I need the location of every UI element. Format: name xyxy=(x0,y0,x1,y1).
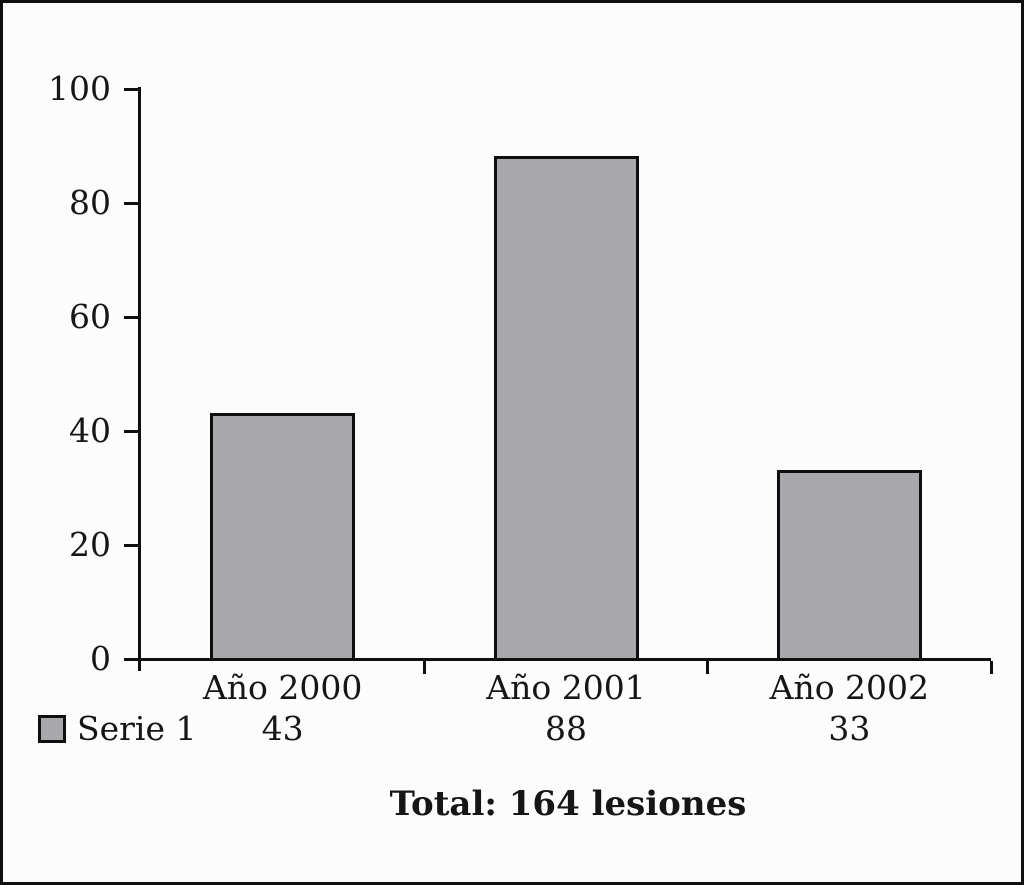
y-tick xyxy=(124,88,138,91)
bar-Año 2001 xyxy=(493,156,639,661)
legend: Serie 1 xyxy=(38,711,196,747)
y-tick-label: 60 xyxy=(69,297,111,336)
y-tick xyxy=(124,658,138,661)
y-tick-label: 80 xyxy=(69,183,111,222)
y-tick-label: 40 xyxy=(69,411,111,450)
bar-value-label: 33 xyxy=(828,709,871,748)
bar-Año 2000 xyxy=(210,412,356,661)
x-tick xyxy=(706,661,710,674)
total-annotation: Total: 164 lesiones xyxy=(389,784,747,824)
x-category-label: Año 2000 xyxy=(202,668,363,707)
bar-value-label: 43 xyxy=(261,709,304,748)
bar-value-label: 88 xyxy=(545,709,587,748)
y-axis-line xyxy=(138,87,141,671)
y-tick xyxy=(124,316,138,319)
legend-swatch xyxy=(38,715,66,743)
y-tick xyxy=(124,202,138,205)
legend-label: Serie 1 xyxy=(77,709,197,748)
x-category-label: Año 2001 xyxy=(486,668,646,707)
y-tick-label: 20 xyxy=(69,525,111,564)
x-tick xyxy=(989,661,993,674)
y-tick xyxy=(124,430,138,433)
y-tick-label: 100 xyxy=(48,69,111,108)
x-tick xyxy=(422,661,426,674)
bar-chart: 0 20 40 60 80 100 Año 2000 Año 2001 Año 2002 43… xyxy=(3,3,1021,882)
x-category-label: Año 2002 xyxy=(769,668,930,707)
bar-Año 2002 xyxy=(776,469,922,661)
y-tick xyxy=(124,544,138,547)
y-tick-label: 0 xyxy=(90,639,111,678)
